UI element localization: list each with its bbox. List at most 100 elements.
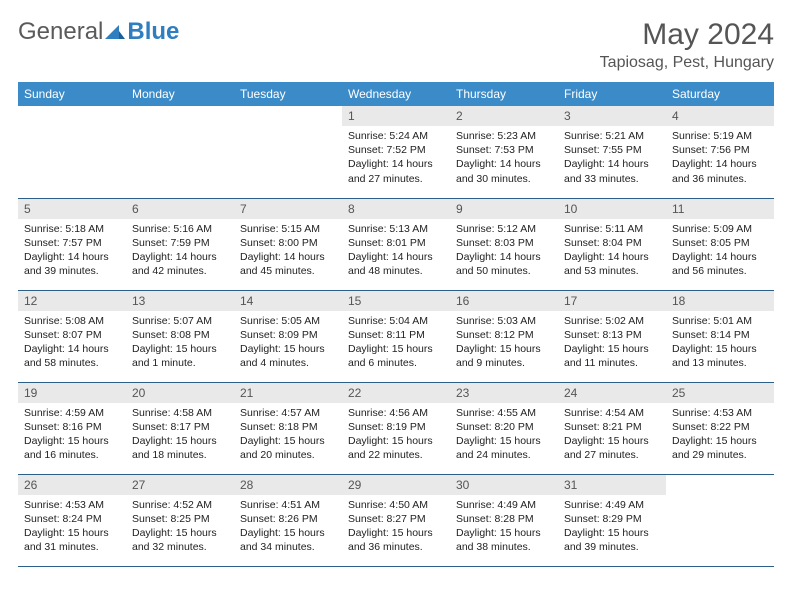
day-body: Sunrise: 4:49 AMSunset: 8:29 PMDaylight:… bbox=[558, 495, 666, 559]
sunrise-text: Sunrise: 5:01 AM bbox=[672, 314, 768, 328]
calendar-day-cell: 14Sunrise: 5:05 AMSunset: 8:09 PMDayligh… bbox=[234, 290, 342, 382]
day-number: 30 bbox=[450, 475, 558, 495]
day-body: Sunrise: 4:51 AMSunset: 8:26 PMDaylight:… bbox=[234, 495, 342, 559]
daylight-text: Daylight: 14 hours and 45 minutes. bbox=[240, 250, 336, 278]
daylight-text: Daylight: 14 hours and 50 minutes. bbox=[456, 250, 552, 278]
calendar-day-cell: 7Sunrise: 5:15 AMSunset: 8:00 PMDaylight… bbox=[234, 198, 342, 290]
daylight-text: Daylight: 14 hours and 30 minutes. bbox=[456, 157, 552, 185]
logo-triangle-icon bbox=[105, 18, 125, 46]
sunset-text: Sunset: 8:05 PM bbox=[672, 236, 768, 250]
day-body: Sunrise: 4:53 AMSunset: 8:22 PMDaylight:… bbox=[666, 403, 774, 467]
day-body: Sunrise: 5:07 AMSunset: 8:08 PMDaylight:… bbox=[126, 311, 234, 375]
day-number: 23 bbox=[450, 383, 558, 403]
calendar-day-cell: 29Sunrise: 4:50 AMSunset: 8:27 PMDayligh… bbox=[342, 474, 450, 566]
calendar-day-cell: 22Sunrise: 4:56 AMSunset: 8:19 PMDayligh… bbox=[342, 382, 450, 474]
daylight-text: Daylight: 15 hours and 22 minutes. bbox=[348, 434, 444, 462]
sunset-text: Sunset: 8:22 PM bbox=[672, 420, 768, 434]
sunrise-text: Sunrise: 5:07 AM bbox=[132, 314, 228, 328]
calendar-day-cell: 15Sunrise: 5:04 AMSunset: 8:11 PMDayligh… bbox=[342, 290, 450, 382]
sunset-text: Sunset: 8:26 PM bbox=[240, 512, 336, 526]
sunset-text: Sunset: 8:17 PM bbox=[132, 420, 228, 434]
day-body: Sunrise: 4:54 AMSunset: 8:21 PMDaylight:… bbox=[558, 403, 666, 467]
day-body: Sunrise: 5:19 AMSunset: 7:56 PMDaylight:… bbox=[666, 126, 774, 190]
sunrise-text: Sunrise: 4:56 AM bbox=[348, 406, 444, 420]
calendar-day-cell: .. bbox=[666, 474, 774, 566]
calendar-day-cell: .. bbox=[18, 106, 126, 198]
logo-text-general: General bbox=[18, 18, 103, 46]
daylight-text: Daylight: 15 hours and 1 minute. bbox=[132, 342, 228, 370]
calendar-day-cell: 30Sunrise: 4:49 AMSunset: 8:28 PMDayligh… bbox=[450, 474, 558, 566]
sunrise-text: Sunrise: 5:19 AM bbox=[672, 129, 768, 143]
sunset-text: Sunset: 8:21 PM bbox=[564, 420, 660, 434]
sunset-text: Sunset: 8:24 PM bbox=[24, 512, 120, 526]
calendar-week-row: 5Sunrise: 5:18 AMSunset: 7:57 PMDaylight… bbox=[18, 198, 774, 290]
calendar-day-cell: 11Sunrise: 5:09 AMSunset: 8:05 PMDayligh… bbox=[666, 198, 774, 290]
sunrise-text: Sunrise: 5:15 AM bbox=[240, 222, 336, 236]
sunrise-text: Sunrise: 4:57 AM bbox=[240, 406, 336, 420]
day-number: 5 bbox=[18, 199, 126, 219]
day-number: 31 bbox=[558, 475, 666, 495]
sunrise-text: Sunrise: 5:21 AM bbox=[564, 129, 660, 143]
weekday-header: Thursday bbox=[450, 82, 558, 106]
day-body: Sunrise: 5:23 AMSunset: 7:53 PMDaylight:… bbox=[450, 126, 558, 190]
calendar-day-cell: 25Sunrise: 4:53 AMSunset: 8:22 PMDayligh… bbox=[666, 382, 774, 474]
day-number: 26 bbox=[18, 475, 126, 495]
calendar-day-cell: 2Sunrise: 5:23 AMSunset: 7:53 PMDaylight… bbox=[450, 106, 558, 198]
sunset-text: Sunset: 7:59 PM bbox=[132, 236, 228, 250]
day-number: 29 bbox=[342, 475, 450, 495]
day-number: 17 bbox=[558, 291, 666, 311]
day-number: 16 bbox=[450, 291, 558, 311]
month-title: May 2024 bbox=[600, 18, 774, 52]
day-number: 4 bbox=[666, 106, 774, 126]
day-number: 21 bbox=[234, 383, 342, 403]
sunrise-text: Sunrise: 5:18 AM bbox=[24, 222, 120, 236]
calendar-week-row: 12Sunrise: 5:08 AMSunset: 8:07 PMDayligh… bbox=[18, 290, 774, 382]
logo-text-blue: Blue bbox=[127, 18, 179, 46]
calendar-day-cell: 21Sunrise: 4:57 AMSunset: 8:18 PMDayligh… bbox=[234, 382, 342, 474]
calendar-day-cell: .. bbox=[126, 106, 234, 198]
daylight-text: Daylight: 14 hours and 27 minutes. bbox=[348, 157, 444, 185]
daylight-text: Daylight: 15 hours and 9 minutes. bbox=[456, 342, 552, 370]
daylight-text: Daylight: 14 hours and 33 minutes. bbox=[564, 157, 660, 185]
sunrise-text: Sunrise: 5:04 AM bbox=[348, 314, 444, 328]
day-body: Sunrise: 4:58 AMSunset: 8:17 PMDaylight:… bbox=[126, 403, 234, 467]
day-number: 6 bbox=[126, 199, 234, 219]
calendar-day-cell: 6Sunrise: 5:16 AMSunset: 7:59 PMDaylight… bbox=[126, 198, 234, 290]
day-number: 12 bbox=[18, 291, 126, 311]
daylight-text: Daylight: 15 hours and 13 minutes. bbox=[672, 342, 768, 370]
day-body: Sunrise: 5:16 AMSunset: 7:59 PMDaylight:… bbox=[126, 219, 234, 283]
day-body: Sunrise: 4:53 AMSunset: 8:24 PMDaylight:… bbox=[18, 495, 126, 559]
weekday-header: Sunday bbox=[18, 82, 126, 106]
sunset-text: Sunset: 8:04 PM bbox=[564, 236, 660, 250]
sunrise-text: Sunrise: 4:58 AM bbox=[132, 406, 228, 420]
day-body: Sunrise: 4:50 AMSunset: 8:27 PMDaylight:… bbox=[342, 495, 450, 559]
day-body: Sunrise: 4:52 AMSunset: 8:25 PMDaylight:… bbox=[126, 495, 234, 559]
sunrise-text: Sunrise: 5:13 AM bbox=[348, 222, 444, 236]
sunset-text: Sunset: 8:00 PM bbox=[240, 236, 336, 250]
sunset-text: Sunset: 8:27 PM bbox=[348, 512, 444, 526]
title-block: May 2024 Tapiosag, Pest, Hungary bbox=[600, 18, 774, 72]
day-body: Sunrise: 4:56 AMSunset: 8:19 PMDaylight:… bbox=[342, 403, 450, 467]
sunset-text: Sunset: 8:09 PM bbox=[240, 328, 336, 342]
daylight-text: Daylight: 15 hours and 29 minutes. bbox=[672, 434, 768, 462]
day-number: 28 bbox=[234, 475, 342, 495]
day-body: Sunrise: 5:15 AMSunset: 8:00 PMDaylight:… bbox=[234, 219, 342, 283]
sunrise-text: Sunrise: 4:51 AM bbox=[240, 498, 336, 512]
calendar-day-cell: 18Sunrise: 5:01 AMSunset: 8:14 PMDayligh… bbox=[666, 290, 774, 382]
sunrise-text: Sunrise: 5:02 AM bbox=[564, 314, 660, 328]
daylight-text: Daylight: 15 hours and 4 minutes. bbox=[240, 342, 336, 370]
day-number: 3 bbox=[558, 106, 666, 126]
sunrise-text: Sunrise: 4:50 AM bbox=[348, 498, 444, 512]
calendar-week-row: 26Sunrise: 4:53 AMSunset: 8:24 PMDayligh… bbox=[18, 474, 774, 566]
calendar-day-cell: 12Sunrise: 5:08 AMSunset: 8:07 PMDayligh… bbox=[18, 290, 126, 382]
weekday-header-row: SundayMondayTuesdayWednesdayThursdayFrid… bbox=[18, 82, 774, 106]
calendar-table: SundayMondayTuesdayWednesdayThursdayFrid… bbox=[18, 82, 774, 567]
day-body: Sunrise: 4:49 AMSunset: 8:28 PMDaylight:… bbox=[450, 495, 558, 559]
sunset-text: Sunset: 7:52 PM bbox=[348, 143, 444, 157]
calendar-day-cell: 3Sunrise: 5:21 AMSunset: 7:55 PMDaylight… bbox=[558, 106, 666, 198]
sunset-text: Sunset: 7:53 PM bbox=[456, 143, 552, 157]
calendar-day-cell: 24Sunrise: 4:54 AMSunset: 8:21 PMDayligh… bbox=[558, 382, 666, 474]
calendar-day-cell: 13Sunrise: 5:07 AMSunset: 8:08 PMDayligh… bbox=[126, 290, 234, 382]
daylight-text: Daylight: 14 hours and 56 minutes. bbox=[672, 250, 768, 278]
sunset-text: Sunset: 8:03 PM bbox=[456, 236, 552, 250]
